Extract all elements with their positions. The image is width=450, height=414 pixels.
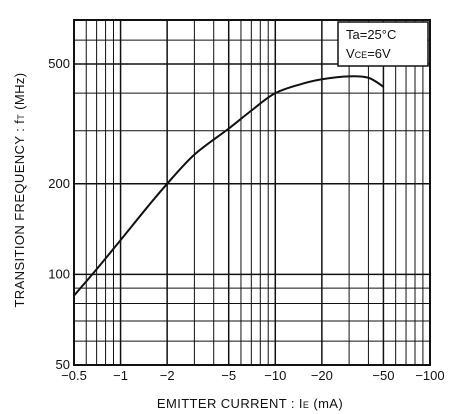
series-line	[73, 75, 384, 297]
y-tick-label: 50	[56, 357, 70, 372]
y-tick-labels: 50 100 200 500	[48, 56, 70, 372]
plot-frame	[73, 19, 431, 366]
x-tick-label: −1	[113, 368, 128, 383]
x-tick-labels: −0.5 −1 −2 −5 −10 −20 −50 −100	[61, 368, 444, 383]
x-tick-label: −100	[415, 368, 444, 383]
x-tick-label: −2	[160, 368, 175, 383]
y-tick-label: 200	[48, 176, 70, 191]
x-tick-label: −20	[311, 368, 333, 383]
y-tick-label: 500	[48, 56, 70, 71]
legend: Ta=25°C VCE=6V	[337, 21, 429, 67]
legend-ta-label: Ta=25°C	[346, 27, 396, 42]
x-tick-label: −50	[372, 368, 394, 383]
legend-vce-label: VCE=6V	[346, 46, 391, 61]
x-tick-label: −0.5	[61, 368, 87, 383]
y-tick-label: 100	[48, 266, 70, 281]
x-tick-label: −5	[221, 368, 236, 383]
x-axis-label: EMITTER CURRENT : IE (mA)	[157, 396, 343, 411]
x-tick-label: −10	[264, 368, 286, 383]
y-axis-label: TRANSITION FREQUENCY : fT (MHz)	[12, 72, 27, 307]
grid-lines	[73, 19, 431, 366]
legend-box	[337, 21, 429, 67]
